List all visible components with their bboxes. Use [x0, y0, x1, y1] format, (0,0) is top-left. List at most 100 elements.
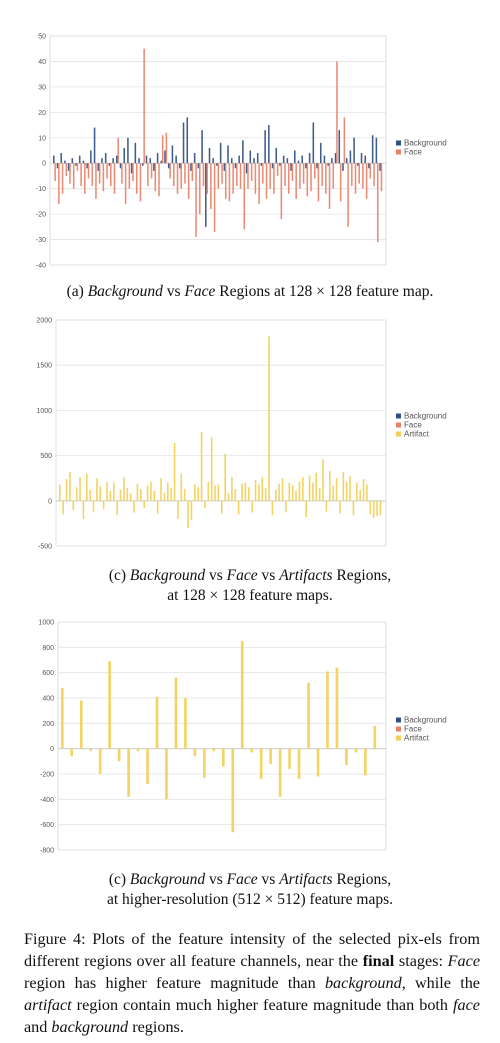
chart-b-bar-artifact: [345, 481, 348, 501]
chart-b-bar-artifact: [177, 500, 179, 519]
chart-a-bar-face: [217, 163, 220, 189]
caption-b-background: Background: [129, 567, 206, 584]
chart-a-bar-face: [150, 163, 153, 179]
chart-a-bar-face: [110, 163, 112, 187]
chart-a-bar-face: [254, 163, 257, 194]
chart-a-bar-face: [202, 163, 205, 187]
chart-a-bar-background: [286, 158, 289, 164]
chart-a-bar-face: [165, 132, 168, 164]
chart-b-bar-artifact: [106, 481, 108, 501]
chart-c-bar-artifact: [335, 667, 339, 749]
chart-a-bar-face: [135, 163, 138, 194]
chart-a-bar-face: [295, 163, 297, 199]
chart-a-bar-background: [97, 163, 100, 171]
chart-a-bar-background: [71, 158, 74, 164]
chart-a-bar-face: [210, 163, 212, 210]
chart-b-bar-artifact: [285, 500, 287, 512]
chart-a-bar-face: [284, 163, 286, 187]
chart-b-tick-label: 500: [40, 453, 52, 460]
chart-a-bar-face: [117, 137, 119, 164]
chart-b-bar-artifact: [264, 488, 267, 501]
chart-a-bar-background: [182, 122, 185, 164]
chart-b-bar-artifact: [376, 500, 378, 517]
chart-c-bar-artifact: [288, 748, 291, 769]
chart-b-bar-artifact: [305, 500, 307, 518]
chart-a-bar-face: [280, 163, 283, 220]
chart-b-bar-artifact: [254, 480, 257, 501]
chart-a-bar-face: [265, 163, 268, 199]
caption-a-label: (a): [66, 283, 88, 300]
chart-a-bar-background: [223, 163, 226, 171]
chart-b-bar-artifact: [210, 437, 213, 501]
chart-b-bar-artifact: [291, 485, 294, 501]
chart-a-bar-background: [205, 163, 207, 227]
chart-a-bar-face: [332, 163, 335, 189]
chart-b-svg: 2000 1500 1000 500 0 -500 BackgroundFaceArtifa…: [36, 318, 447, 551]
chart-a-bar-background: [138, 158, 140, 164]
chart-b-bar-artifact: [197, 487, 199, 501]
chart-b-bar-artifact: [302, 477, 304, 501]
chart-b-bar-artifact: [86, 473, 88, 501]
chart-b-bar-artifact: [288, 482, 291, 501]
chart-b-bar-artifact: [82, 500, 85, 519]
chart-a-bar-background: [141, 163, 144, 166]
chart-b-bar-artifact: [180, 473, 183, 501]
caption-c-label: (c): [108, 871, 130, 888]
chart-c-bar-artifact: [222, 748, 225, 767]
chart-b-bar-artifact: [170, 488, 172, 501]
chart-b-bar-artifact: [75, 487, 78, 501]
chart-a-bar-background: [216, 163, 218, 166]
chart-b-bar-artifact: [369, 500, 372, 515]
chart-b-bar-artifact: [96, 478, 98, 501]
caption-a-rest: Regions at 128 × 128 feature map.: [215, 283, 434, 300]
chart-b-legend-label-artifact: Artifact: [404, 430, 430, 439]
chart-b-legend-label-background: Background: [404, 412, 447, 421]
chart-a-bar-face: [95, 163, 97, 199]
chart-a-bar-background: [323, 155, 326, 164]
chart-b-tick-label: 0: [48, 498, 52, 505]
chart-a-bar-background: [271, 163, 274, 169]
chart-c-bar-artifact: [269, 748, 272, 764]
chart-a-bar-face: [187, 163, 190, 199]
chart-c-tick-label: 0: [50, 746, 54, 753]
chart-a-bar-face: [132, 163, 134, 182]
chart-c-legend-label-artifact: Artifact: [404, 734, 430, 743]
chart-b-bar-artifact: [194, 484, 196, 501]
chart-a-bar-face: [339, 163, 342, 202]
chart-a-bar-face: [250, 163, 253, 182]
chart-c-svg: 1000 800 600 400 200 0 -200 -400 -600 -800 Backgro…: [38, 620, 446, 855]
chart-a-bar-background: [193, 153, 196, 164]
chart-b-bar-artifact: [136, 483, 139, 501]
chart-a-bar-background: [86, 163, 88, 169]
chart-a-bar-face: [72, 163, 75, 189]
chart-c-bar-artifact: [297, 748, 301, 780]
chart-a-bar-face: [232, 163, 234, 194]
chart-a-bar-background: [305, 163, 307, 169]
chart-c-bar-artifact: [373, 725, 377, 749]
chart-a-bar-face: [325, 163, 327, 194]
chart-a-bar-background: [171, 145, 174, 164]
chart-b-bar-artifact: [329, 470, 331, 501]
chart-a-bar-background: [279, 163, 281, 166]
figure-caption-mid3: , while the: [401, 974, 480, 992]
chart-b-bar-artifact: [119, 489, 122, 501]
figure-caption-prefix: Figure 4: Plots of the feature intensity…: [24, 930, 480, 970]
chart-a-bar-face: [273, 163, 275, 194]
caption-a-background: Background: [87, 283, 163, 300]
chart-b-bar-artifact: [123, 477, 125, 501]
caption-c-artifacts: Artifacts: [279, 871, 333, 888]
chart-a-bar-face: [321, 163, 323, 187]
chart-c-tick-label: -400: [40, 797, 54, 804]
chart-a-bar-face: [221, 163, 223, 184]
chart-c-legend-swatch-background: [396, 717, 401, 723]
chart-b-bar-artifact: [65, 479, 68, 501]
chart-b-bar-artifact: [140, 489, 142, 501]
chart-a-bar-face: [373, 163, 375, 187]
chart-a-bar-background: [108, 163, 111, 166]
chart-b-bar-artifact: [217, 484, 220, 501]
chart-a-bar-background: [238, 155, 240, 164]
chart-b-bar-artifact: [258, 484, 260, 501]
chart-a-bar-background: [368, 163, 370, 169]
chart-c-bar-artifact: [98, 748, 102, 774]
